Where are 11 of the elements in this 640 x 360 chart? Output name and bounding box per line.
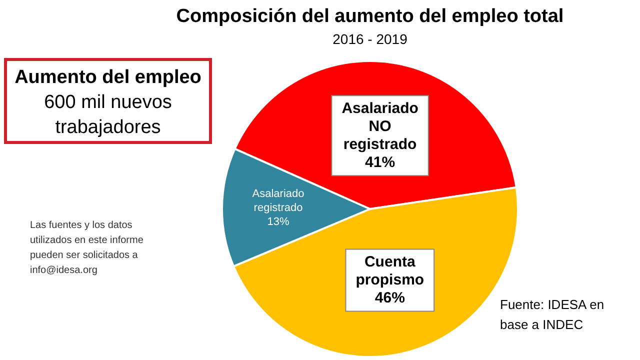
data-label: 13% bbox=[267, 216, 290, 228]
slice-label: Asalariado registrado bbox=[252, 188, 304, 214]
slice-label: Cuenta propismo bbox=[356, 253, 424, 288]
source-note: Fuente: IDESA en base a INDEC bbox=[500, 296, 606, 334]
text: Aumento del empleo 600 mil nuevos trabajadores bbox=[4, 58, 212, 144]
data-label: 41% bbox=[365, 154, 396, 171]
text: Las fuentes y los datos utilizados en este informe pueden ser solicitados a info@idesa.org bbox=[30, 219, 144, 278]
chart-subtitle: 2016 - 2019 bbox=[332, 31, 408, 47]
chart-title: Composición del aumento del empleo total bbox=[175, 6, 565, 28]
slice-label: Asalariado NO registrado bbox=[342, 100, 418, 153]
data-label: 46% bbox=[374, 289, 405, 306]
